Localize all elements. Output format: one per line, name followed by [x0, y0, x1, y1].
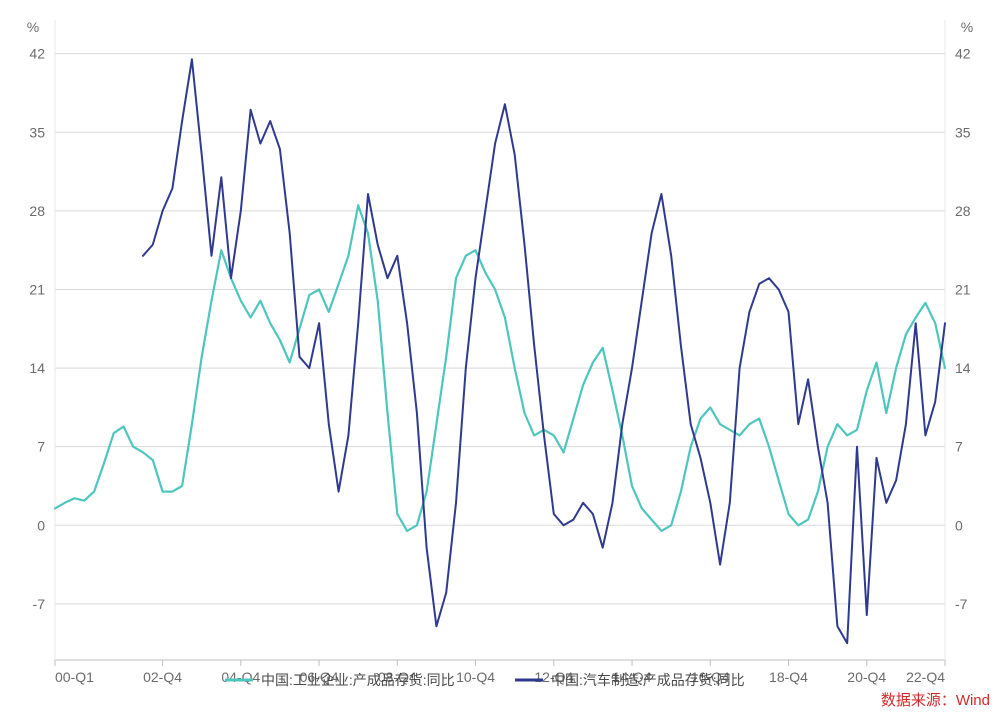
y-tick-right: 7: [955, 439, 963, 455]
legend-label: 中国:工业企业:产成品存货:同比: [261, 672, 455, 688]
y-tick-left: 7: [37, 439, 45, 455]
plot-bg: [0, 0, 1000, 715]
y-tick-left: 35: [29, 124, 45, 140]
x-tick-label: 04-Q4: [221, 669, 260, 685]
legend-label: 中国:汽车制造:产成品存货:同比: [551, 672, 745, 688]
y-tick-left: 21: [29, 281, 45, 297]
x-tick-label: 02-Q4: [143, 669, 182, 685]
y-tick-right: 28: [955, 203, 971, 219]
x-tick-label: 18-Q4: [769, 669, 808, 685]
chart-svg: -7 -7 0 0 7 7 14 14 21 21 28 28 35 35 42 42%% 00-Q1 02-Q4…: [0, 0, 1000, 715]
inventory-yoy-chart: -7 -7 0 0 7 7 14 14 21 21 28 28 35 35 42 42%% 00-Q1 02-Q4…: [0, 0, 1000, 715]
y-tick-right: -7: [955, 596, 968, 612]
x-tick-label: 20-Q4: [847, 669, 886, 685]
x-tick-label: 22-Q4: [906, 669, 945, 685]
y-unit-right: %: [961, 19, 973, 35]
y-tick-left: 14: [29, 360, 45, 376]
y-tick-right: 42: [955, 46, 971, 62]
y-tick-left: 0: [37, 517, 45, 533]
y-tick-left: -7: [33, 596, 46, 612]
x-tick-label: 10-Q4: [456, 669, 495, 685]
y-unit-left: %: [27, 19, 39, 35]
y-tick-right: 21: [955, 281, 971, 297]
x-tick-label: 00-Q1: [55, 669, 94, 685]
data-source: 数据来源：Wind: [881, 692, 990, 709]
y-tick-left: 28: [29, 203, 45, 219]
y-tick-left: 42: [29, 46, 45, 62]
y-tick-right: 14: [955, 360, 971, 376]
y-tick-right: 35: [955, 124, 971, 140]
y-tick-right: 0: [955, 517, 963, 533]
